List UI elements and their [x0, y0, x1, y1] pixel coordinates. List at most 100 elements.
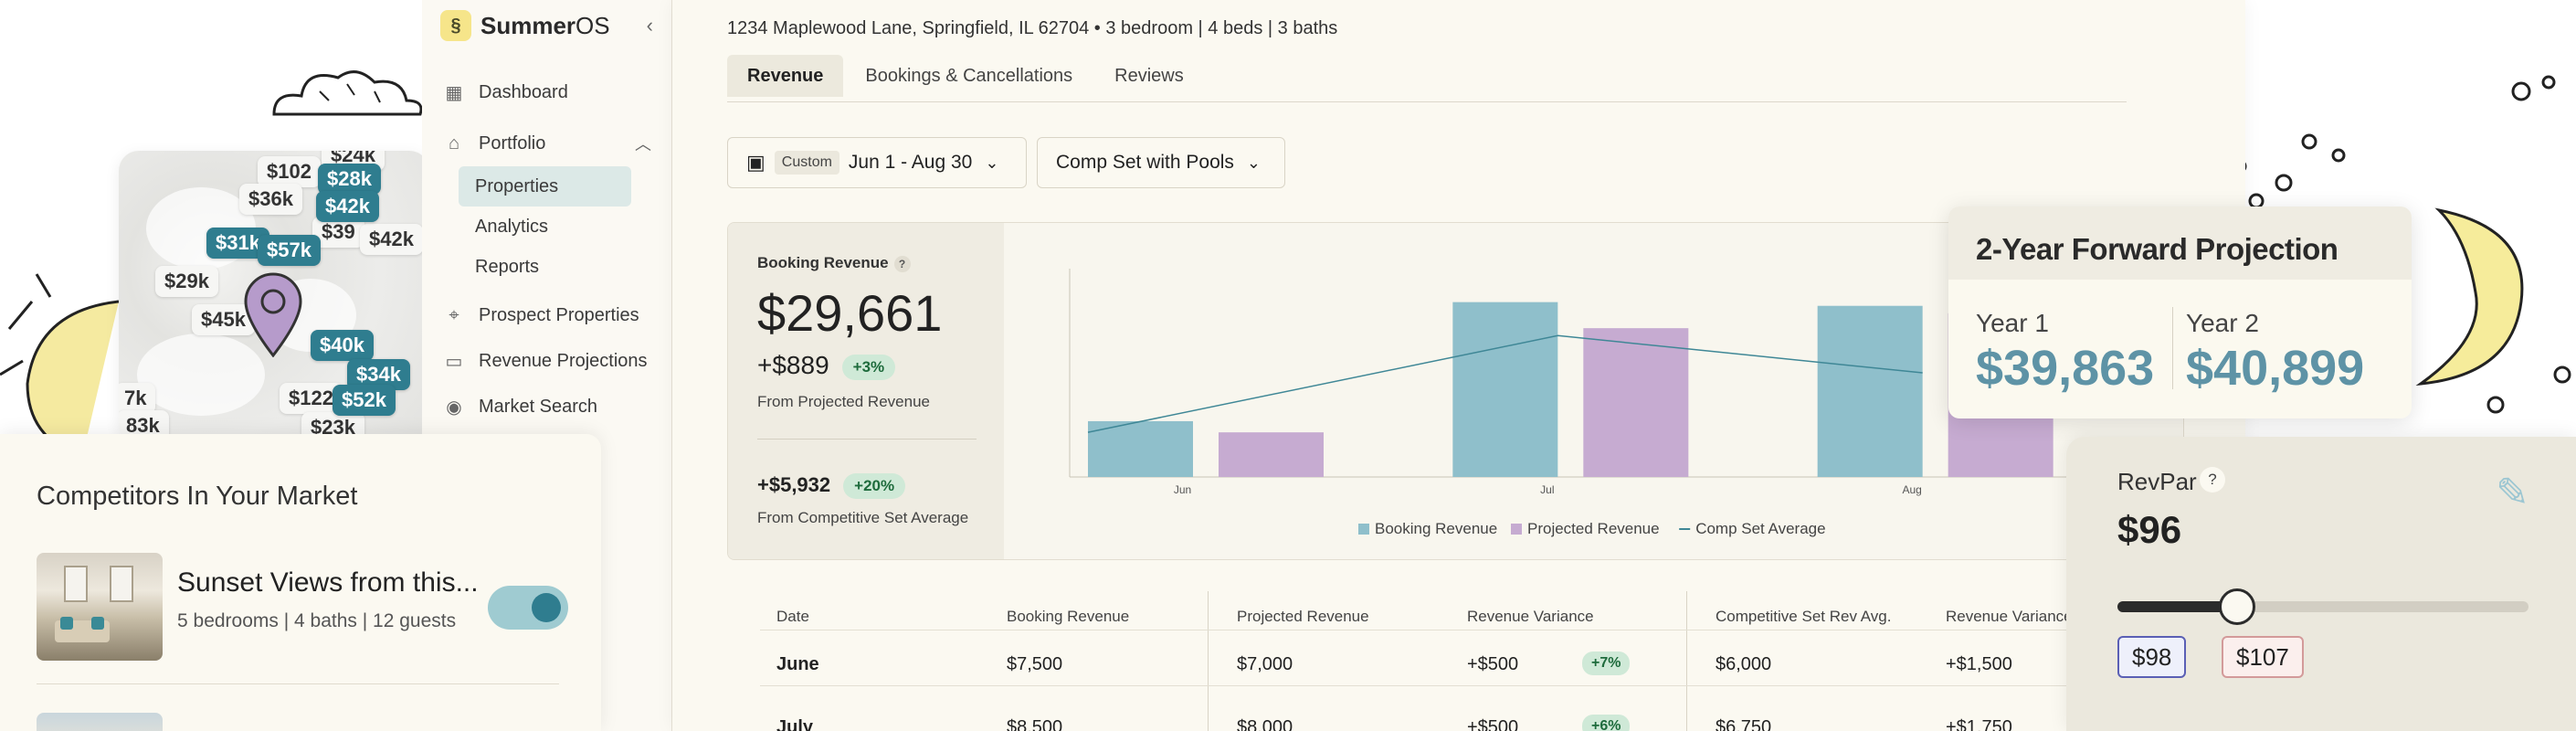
sidebar-item-market-search[interactable]: ◉ Market Search — [422, 384, 671, 429]
chart-bar-booking — [1452, 302, 1558, 477]
revpar-slider-track[interactable] — [2117, 601, 2528, 612]
map-price-tag-selected[interactable]: $42k — [316, 191, 379, 222]
include-competitor-toggle[interactable] — [488, 586, 568, 630]
column-header: Booking Revenue — [1007, 608, 1130, 625]
projection-title: 2-Year Forward Projection — [1948, 207, 2412, 280]
listing-thumbnail[interactable] — [37, 553, 163, 661]
column-header: Projected Revenue — [1237, 608, 1369, 625]
revpar-slider-fill — [2117, 601, 2237, 612]
cell-variance-pill: +7% — [1582, 652, 1631, 675]
tab-bar: Revenue Bookings & Cancellations Reviews — [727, 55, 2127, 102]
year2-value: $40,899 — [2186, 341, 2365, 396]
competitors-title: Competitors In Your Market — [37, 482, 358, 511]
chart-line-comp-set — [1087, 334, 1923, 433]
projected-delta-pill: +3% — [841, 354, 896, 380]
map-price-tag[interactable]: $122 — [280, 383, 343, 414]
collapse-sidebar-icon[interactable]: ‹ — [646, 14, 653, 37]
main-panel: 1234 Maplewood Lane, Springfield, IL 627… — [672, 0, 2245, 731]
map-price-tag[interactable]: $36k — [239, 184, 302, 215]
map-price-tag[interactable]: $29k — [155, 266, 218, 297]
cell-comp-variance: +$1,500 — [1946, 654, 2012, 674]
tab-reviews[interactable]: Reviews — [1114, 65, 1184, 86]
map-price-tag-selected[interactable]: $28k — [318, 164, 381, 195]
sidebar-item-revenue-projections[interactable]: ▭ Revenue Projections — [422, 338, 671, 384]
divider — [2172, 307, 2173, 389]
map-pin-icon[interactable] — [241, 270, 305, 357]
column-header: Revenue Variance — [1467, 608, 1594, 625]
revpar-max-value[interactable]: $107 — [2222, 636, 2304, 678]
booking-revenue-label: Booking Revenue? — [757, 254, 911, 272]
column-header: Date — [776, 608, 809, 625]
listing-meta: 5 bedrooms | 4 baths | 12 guests — [177, 610, 457, 631]
sidebar-item-dashboard[interactable]: ▦ Dashboard — [422, 69, 671, 115]
date-range-picker[interactable]: ▣ Custom Jun 1 - Aug 30 ⌄ — [727, 137, 1027, 188]
cell-variance: +$500 — [1467, 654, 1519, 674]
cloud-doodle — [272, 70, 423, 116]
magic-wand-icon[interactable]: ✎ — [2496, 471, 2529, 515]
map-price-tag-selected[interactable]: $57k — [258, 235, 321, 266]
x-tick-label: Jun — [1174, 483, 1191, 496]
thumb-window — [64, 566, 88, 602]
map-price-tag[interactable]: 7k — [119, 383, 156, 414]
table-divider — [1208, 591, 1209, 731]
tab-revenue[interactable]: Revenue — [727, 55, 844, 97]
chevron-down-icon: ⌄ — [985, 153, 999, 172]
separator-dot: • — [1093, 18, 1106, 38]
sidebar-subitem-analytics[interactable]: Analytics — [475, 216, 549, 237]
help-icon[interactable]: ? — [893, 255, 911, 272]
chart-bar-booking — [1817, 305, 1923, 477]
calendar-icon: ▣ — [746, 151, 765, 174]
cell-variance-pill: +6% — [1582, 715, 1631, 731]
revpar-value: $96 — [2117, 508, 2182, 551]
help-icon[interactable]: ? — [2200, 467, 2225, 493]
map-price-tag[interactable]: $102 — [258, 156, 321, 187]
legend-swatch — [1511, 524, 1522, 535]
comp-set-select[interactable]: Comp Set with Pools ⌄ — [1037, 137, 1285, 188]
tab-bookings-cancellations[interactable]: Bookings & Cancellations — [865, 65, 1073, 86]
legend-swatch — [1358, 524, 1369, 535]
revenue-table: Date Booking Revenue Projected Revenue R… — [727, 560, 2184, 731]
map-pin-icon: ◉ — [446, 397, 462, 418]
map-price-tag-selected[interactable]: $52k — [333, 385, 396, 416]
sidebar-item-label: Revenue Projections — [479, 350, 648, 371]
revenue-kpi-panel: Booking Revenue? $29,661 +$889 +3% From P… — [728, 223, 1004, 559]
chart-bar-projected — [1219, 432, 1324, 477]
thumb-pillow — [91, 617, 104, 630]
comp-delta: +$5,932 +20% — [757, 473, 906, 500]
home-icon: ⌂ — [448, 132, 460, 154]
chart-bar-projected — [1583, 328, 1689, 477]
year1-label: Year 1 — [1976, 309, 2049, 337]
map-price-tag[interactable]: $42k — [360, 224, 423, 255]
map-price-tag-selected[interactable]: $40k — [311, 330, 374, 361]
brand: § SummerOS ‹ — [422, 0, 671, 51]
tag-icon: ⌖ — [449, 304, 459, 325]
sidebar-subitem-reports[interactable]: Reports — [475, 256, 540, 277]
legend-label: Booking Revenue — [1375, 520, 1497, 537]
sidebar-subitem-properties[interactable]: Properties — [459, 166, 631, 207]
cell-comp-variance: +$1,750 — [1946, 717, 2012, 731]
sidebar-item-label: Prospect Properties — [479, 304, 639, 325]
sidebar-item-label: Portfolio — [479, 132, 546, 154]
table-divider — [1686, 591, 1687, 731]
thumb-pillow — [60, 617, 73, 630]
chart-bar-booking — [1088, 420, 1193, 477]
listing-name[interactable]: Sunset Views from this... — [177, 567, 479, 598]
listing-thumbnail[interactable] — [37, 713, 163, 731]
sidebar-item-portfolio[interactable]: ⌂ Portfolio ︿ — [422, 121, 671, 166]
sidebar-item-prospect-properties[interactable]: ⌖ Prospect Properties — [422, 292, 671, 338]
revpar-slider-handle[interactable] — [2218, 588, 2255, 625]
moon-doodle — [2415, 207, 2524, 387]
projected-delta: +$889 +3% — [757, 351, 896, 380]
map-price-tag-selected[interactable]: $31k — [206, 228, 269, 259]
sidebar-nav: ▦ Dashboard ⌂ Portfolio ︿ Properties Ana… — [422, 51, 671, 429]
stars-doodle — [2233, 75, 2571, 414]
x-tick-label: Jul — [1540, 483, 1554, 496]
map-price-tag[interactable]: $45k — [192, 304, 255, 335]
revpar-min-value[interactable]: $98 — [2117, 636, 2187, 678]
toggle-knob — [532, 593, 561, 622]
cell-date: July — [776, 717, 814, 731]
cell-projected: $7,000 — [1237, 654, 1293, 674]
divider — [757, 439, 977, 440]
legend-label: Comp Set Average — [1695, 520, 1825, 537]
property-address: 1234 Maplewood Lane, Springfield, IL 627… — [727, 18, 1090, 38]
